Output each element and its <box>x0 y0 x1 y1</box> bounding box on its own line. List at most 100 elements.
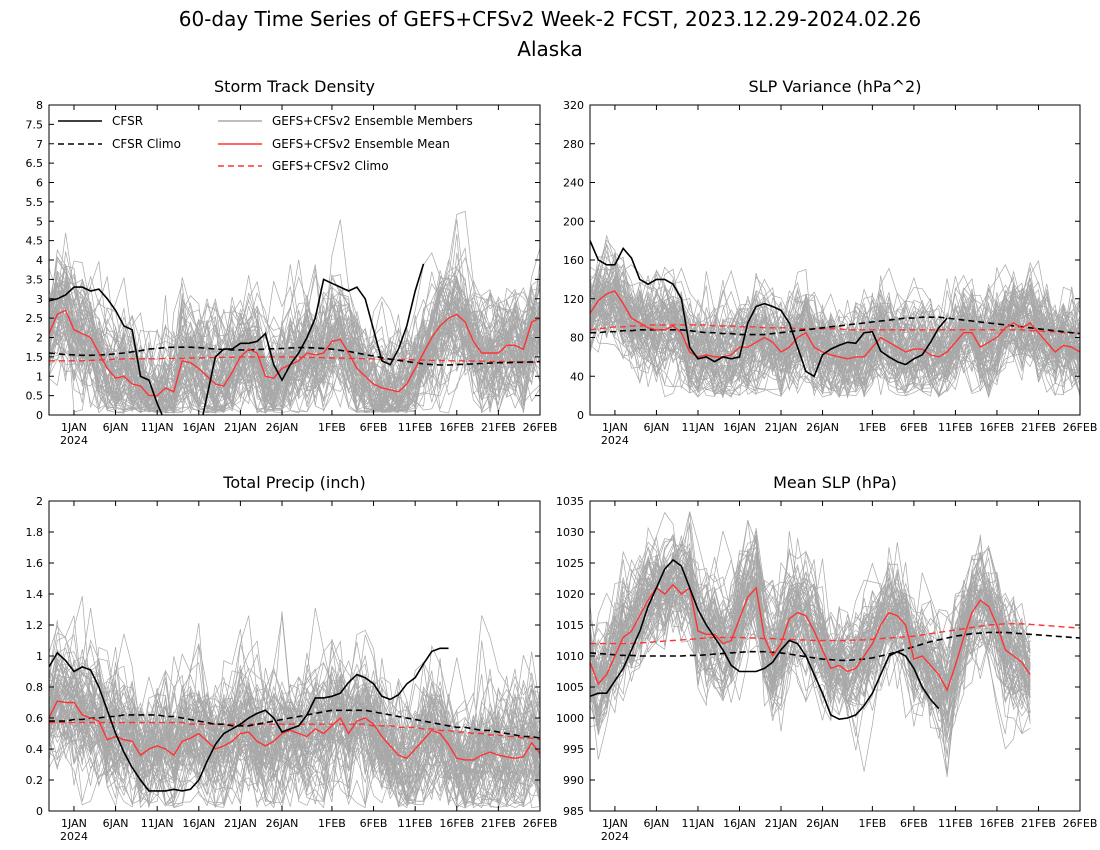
y-tick-label: 120 <box>563 293 584 306</box>
x-tick-label: 6FEB <box>360 421 388 434</box>
ensemble-member-line <box>49 676 540 809</box>
y-tick-label: 2 <box>36 495 43 508</box>
x-tick-label: 1FEB <box>318 421 346 434</box>
x-tick-label: 16JAN <box>723 421 756 434</box>
y-tick-label: 7.5 <box>26 118 44 131</box>
y-tick-label: 40 <box>570 370 584 383</box>
y-tick-label: 2.5 <box>26 312 44 325</box>
legend-gefs-climo-label: GEFS+CFSv2 Climo <box>272 159 389 173</box>
x-tick-label: 16FEB <box>439 817 474 830</box>
x-tick-label: 1FEB <box>858 817 886 830</box>
ensemble-member-line <box>590 273 1080 393</box>
x-year-label: 2024 <box>60 830 88 843</box>
ensemble-member-line <box>49 278 540 411</box>
y-tick-label: 0 <box>36 805 43 818</box>
panel-title: SLP Variance (hPa^2) <box>749 77 922 96</box>
gefs-climo-line <box>590 324 1080 334</box>
x-year-label: 2024 <box>60 434 88 447</box>
x-tick-label: 1FEB <box>318 817 346 830</box>
x-year-label: 2024 <box>601 434 629 447</box>
ensemble-members <box>590 511 1031 778</box>
legend-members-label: GEFS+CFSv2 Ensemble Members <box>272 114 473 128</box>
x-tick-label: 16FEB <box>439 421 474 434</box>
y-tick-label: 5 <box>36 215 43 228</box>
x-tick-label: 21JAN <box>765 421 798 434</box>
panel-3: Total Precip (inch) 0 0.2 0.4 0.6 0.8 1 1.2 1.4 1… <box>26 473 558 843</box>
ensemble-member-line <box>49 646 540 806</box>
ensemble-member-line <box>590 520 1031 707</box>
ensemble-member-line <box>49 277 540 412</box>
y-tick-label: 200 <box>563 215 584 228</box>
plot-area <box>49 210 540 415</box>
ensemble-member-line <box>590 267 1080 396</box>
x-tick-label: 11FEB <box>398 421 433 434</box>
cfsr-line <box>590 240 948 378</box>
ensemble-members <box>49 210 540 414</box>
ensemble-member-line <box>590 541 1031 721</box>
cfsr-line <box>590 558 940 721</box>
y-tick-label: 6 <box>36 177 43 190</box>
y-tick-label: 80 <box>570 332 584 345</box>
x-tick-label: 1FEB <box>858 421 886 434</box>
ensemble-member-line <box>590 300 1080 398</box>
x-tick-label: 6FEB <box>360 817 388 830</box>
y-tick-label: 3 <box>36 293 43 306</box>
x-tick-label: 6JAN <box>103 421 129 434</box>
panel-2: SLP Variance (hPa^2) 0 40 80 120 160 200 240 280… <box>563 77 1097 447</box>
panel-4: Mean SLP (hPa) 985 990 995 1000 1005 1010 1015 1… <box>556 473 1097 843</box>
ensemble-member-line <box>49 634 540 808</box>
x-tick-label: 26JAN <box>806 421 839 434</box>
ensemble-member-line <box>49 279 540 414</box>
y-tick-label: 1015 <box>556 619 584 632</box>
x-tick-label: 11FEB <box>398 817 433 830</box>
x-tick-label: 11JAN <box>682 421 715 434</box>
ensemble-member-line <box>49 280 540 414</box>
x-tick-label: 6FEB <box>900 421 928 434</box>
ensemble-members <box>590 235 1080 399</box>
y-tick-label: 1.5 <box>26 351 44 364</box>
ensemble-member-line <box>49 267 540 410</box>
x-year-label: 2024 <box>601 830 629 843</box>
legend-cfsr-label: CFSR <box>112 114 143 128</box>
ensemble-member-line <box>49 264 540 414</box>
x-tick-label: 21JAN <box>224 817 257 830</box>
ensemble-member-line <box>49 659 540 805</box>
gefs-climo-line <box>590 623 1080 645</box>
ensemble-member-line <box>590 559 1031 700</box>
y-tick-label: 280 <box>563 138 584 151</box>
x-tick-label: 6JAN <box>644 817 670 830</box>
x-tick-label: 21JAN <box>224 421 257 434</box>
x-tick-label: 26FEB <box>523 421 558 434</box>
ensemble-member-line <box>49 668 540 809</box>
y-tick-label: 1.8 <box>26 526 44 539</box>
x-tick-label: 26JAN <box>266 817 299 830</box>
cfsr-line <box>49 647 449 792</box>
ensemble-member-line <box>590 283 1080 389</box>
ensemble-mean-line <box>49 700 540 761</box>
figure-subtitle: Alaska <box>517 37 582 61</box>
ensemble-member-line <box>590 274 1080 398</box>
x-tick-label: 16JAN <box>723 817 756 830</box>
x-tick-label: 11FEB <box>938 817 973 830</box>
x-tick-label: 21FEB <box>1021 421 1056 434</box>
panel-title: Total Precip (inch) <box>222 473 365 492</box>
ensemble-member-line <box>590 538 1031 703</box>
ensemble-member-line <box>590 537 1031 728</box>
plot-area <box>49 596 540 810</box>
plot-area <box>590 235 1080 399</box>
ensemble-member-line <box>590 534 1031 734</box>
x-tick-label: 11FEB <box>938 421 973 434</box>
x-tick-label: 1JAN <box>602 817 628 830</box>
ensemble-member-line <box>590 536 1031 773</box>
ensemble-member-line <box>49 668 540 809</box>
y-tick-label: 3.5 <box>26 273 44 286</box>
y-tick-label: 4.5 <box>26 235 44 248</box>
y-tick-label: 6.5 <box>26 157 44 170</box>
y-tick-label: 4 <box>36 254 43 267</box>
panel-1: Storm Track Density 0 0.5 1 1.5 2 2.5 3 3.5 4 4.5 5… <box>26 77 558 447</box>
x-tick-label: 6FEB <box>900 817 928 830</box>
gefs-climo-line <box>49 356 540 363</box>
y-tick-label: 0 <box>36 409 43 422</box>
ensemble-member-line <box>590 271 1080 398</box>
ensemble-member-line <box>590 284 1080 397</box>
